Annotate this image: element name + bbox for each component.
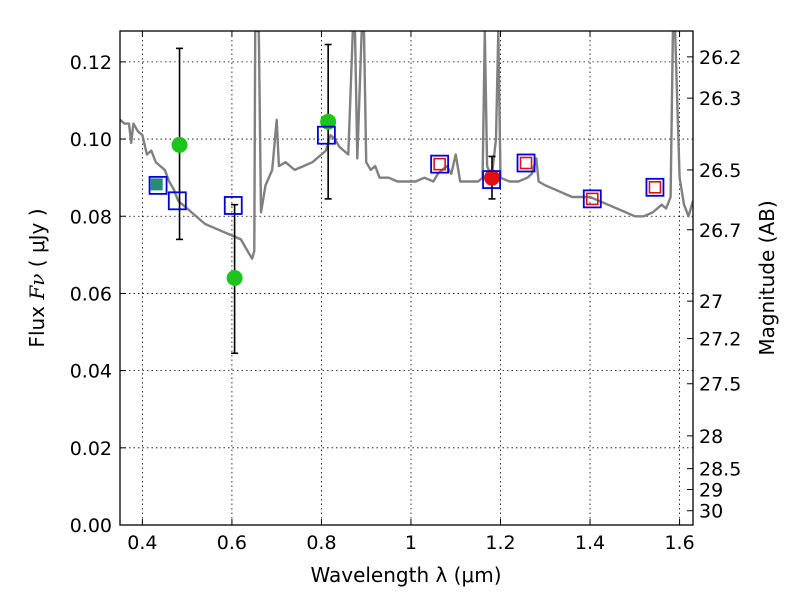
blue-square: [167, 191, 187, 211]
y-axis-label-left: Flux Fν ( μJy ): [25, 208, 49, 347]
plot-frame: [119, 30, 694, 526]
right-tick-label: 27: [699, 291, 723, 313]
y-tick-label: 0.12: [70, 52, 112, 74]
blue-square: [316, 125, 336, 145]
right-tick-label: 28: [699, 426, 723, 448]
green-point: [320, 113, 337, 130]
x-tick-label: 1.2: [485, 532, 515, 554]
blue-square: [223, 196, 243, 215]
y-axis-label-right: Magnitude (AB): [755, 200, 779, 355]
right-tick-label: 27.5: [699, 374, 741, 396]
red-square: [433, 157, 446, 171]
red-point: [484, 169, 501, 186]
right-tick-label: 27.2: [699, 329, 741, 351]
right-tick-label: 30: [699, 501, 723, 523]
x-axis-label: Wavelength λ (μm): [310, 563, 501, 587]
y-tick-label: 0.02: [70, 438, 112, 460]
model-sed-layer: [120, 31, 693, 260]
model-sed-line: [120, 31, 693, 260]
blue-square: [516, 153, 536, 173]
y-tick-label: 0.08: [70, 206, 112, 228]
x-tick-label: 0.8: [306, 532, 336, 554]
x-tick-label: 1.4: [575, 532, 605, 554]
red-square: [519, 156, 533, 170]
y-axis-label-math: Fν: [25, 274, 49, 301]
blue-square: [430, 154, 450, 174]
blue-square: [148, 175, 168, 195]
y-axis-label-prefix: Flux: [25, 300, 49, 348]
right-tick-label: 26.7: [699, 220, 741, 242]
ticks: 0.4 0.6 0.8 1 1.2 1.4 1.6 0.00 0.02 0.04 0.06 0.08 0…: [70, 31, 741, 554]
y-tick-label: 0.04: [70, 361, 112, 383]
red-square: [648, 181, 662, 194]
x-tick-label: 1.6: [664, 532, 694, 554]
blue-square: [482, 170, 501, 189]
y-tick-label: 0.06: [70, 283, 112, 305]
right-tick-label: 29: [699, 479, 723, 501]
right-tick-label: 26.3: [699, 88, 741, 110]
green-point: [171, 136, 188, 153]
red-square: [585, 192, 599, 206]
grid: [120, 31, 693, 526]
blue-square: [645, 177, 665, 197]
y-axis-label-suffix: ( μJy ): [25, 208, 49, 273]
x-tick-label: 0.6: [217, 532, 247, 554]
green-point: [226, 270, 243, 286]
x-tick-label: 0.4: [127, 532, 157, 554]
marker-layer: [148, 43, 665, 355]
right-tick-label: 26.2: [699, 47, 741, 69]
y-tick-label: 0.10: [70, 129, 112, 151]
blue-square: [582, 189, 602, 209]
teal-marker: [150, 178, 163, 191]
right-tick-label: 28.5: [699, 459, 741, 481]
y-tick-label: 0.00: [70, 515, 112, 537]
x-tick-label: 1: [405, 532, 417, 554]
right-tick-label: 26.5: [699, 160, 741, 182]
